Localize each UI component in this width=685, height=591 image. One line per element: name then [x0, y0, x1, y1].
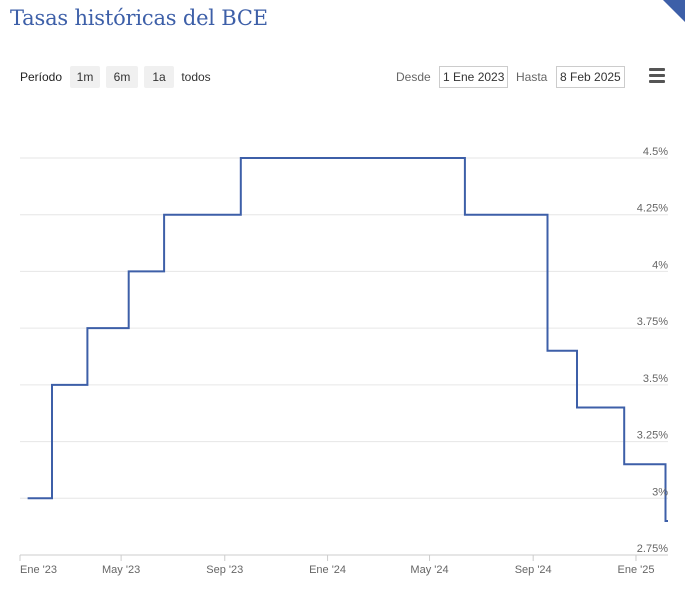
hamburger-menu-icon[interactable]: [648, 68, 666, 86]
x-tick-label: Ene '23: [20, 564, 57, 576]
x-tick-label: Ene '24: [309, 564, 346, 576]
y-tick-label: 3.5%: [643, 373, 668, 385]
x-tick-label: May '23: [102, 564, 140, 576]
from-label: Desde: [396, 70, 431, 84]
range-button-1a[interactable]: 1a: [144, 66, 174, 88]
corner-ribbon: [663, 0, 685, 38]
y-tick-label: 4.5%: [643, 146, 668, 158]
range-button-todos[interactable]: todos: [181, 70, 211, 84]
to-label: Hasta: [516, 70, 548, 84]
range-button-1m[interactable]: 1m: [70, 66, 100, 88]
x-tick-label: May '24: [410, 564, 448, 576]
y-tick-label: 4.25%: [637, 203, 668, 215]
range-selector: Período 1m 6m 1a todos Desde 1 Ene 2023 …: [0, 66, 685, 90]
x-tick-label: Sep '24: [515, 564, 552, 576]
y-tick-label: 3%: [652, 486, 668, 498]
range-button-6m[interactable]: 6m: [106, 66, 138, 88]
y-tick-label: 2.75%: [637, 543, 668, 555]
y-tick-label: 4%: [652, 259, 668, 271]
period-label: Período: [20, 70, 63, 84]
x-tick-label: Ene '25: [617, 564, 654, 576]
y-tick-label: 3.25%: [637, 430, 668, 442]
y-tick-label: 3.75%: [637, 316, 668, 328]
from-date-input[interactable]: 1 Ene 2023: [439, 66, 509, 88]
to-date-input[interactable]: 8 Feb 2025: [556, 66, 625, 88]
x-tick-label: Sep '23: [206, 564, 243, 576]
series-line: [27, 157, 668, 522]
chart-title: Tasas históricas del BCE: [10, 6, 268, 30]
